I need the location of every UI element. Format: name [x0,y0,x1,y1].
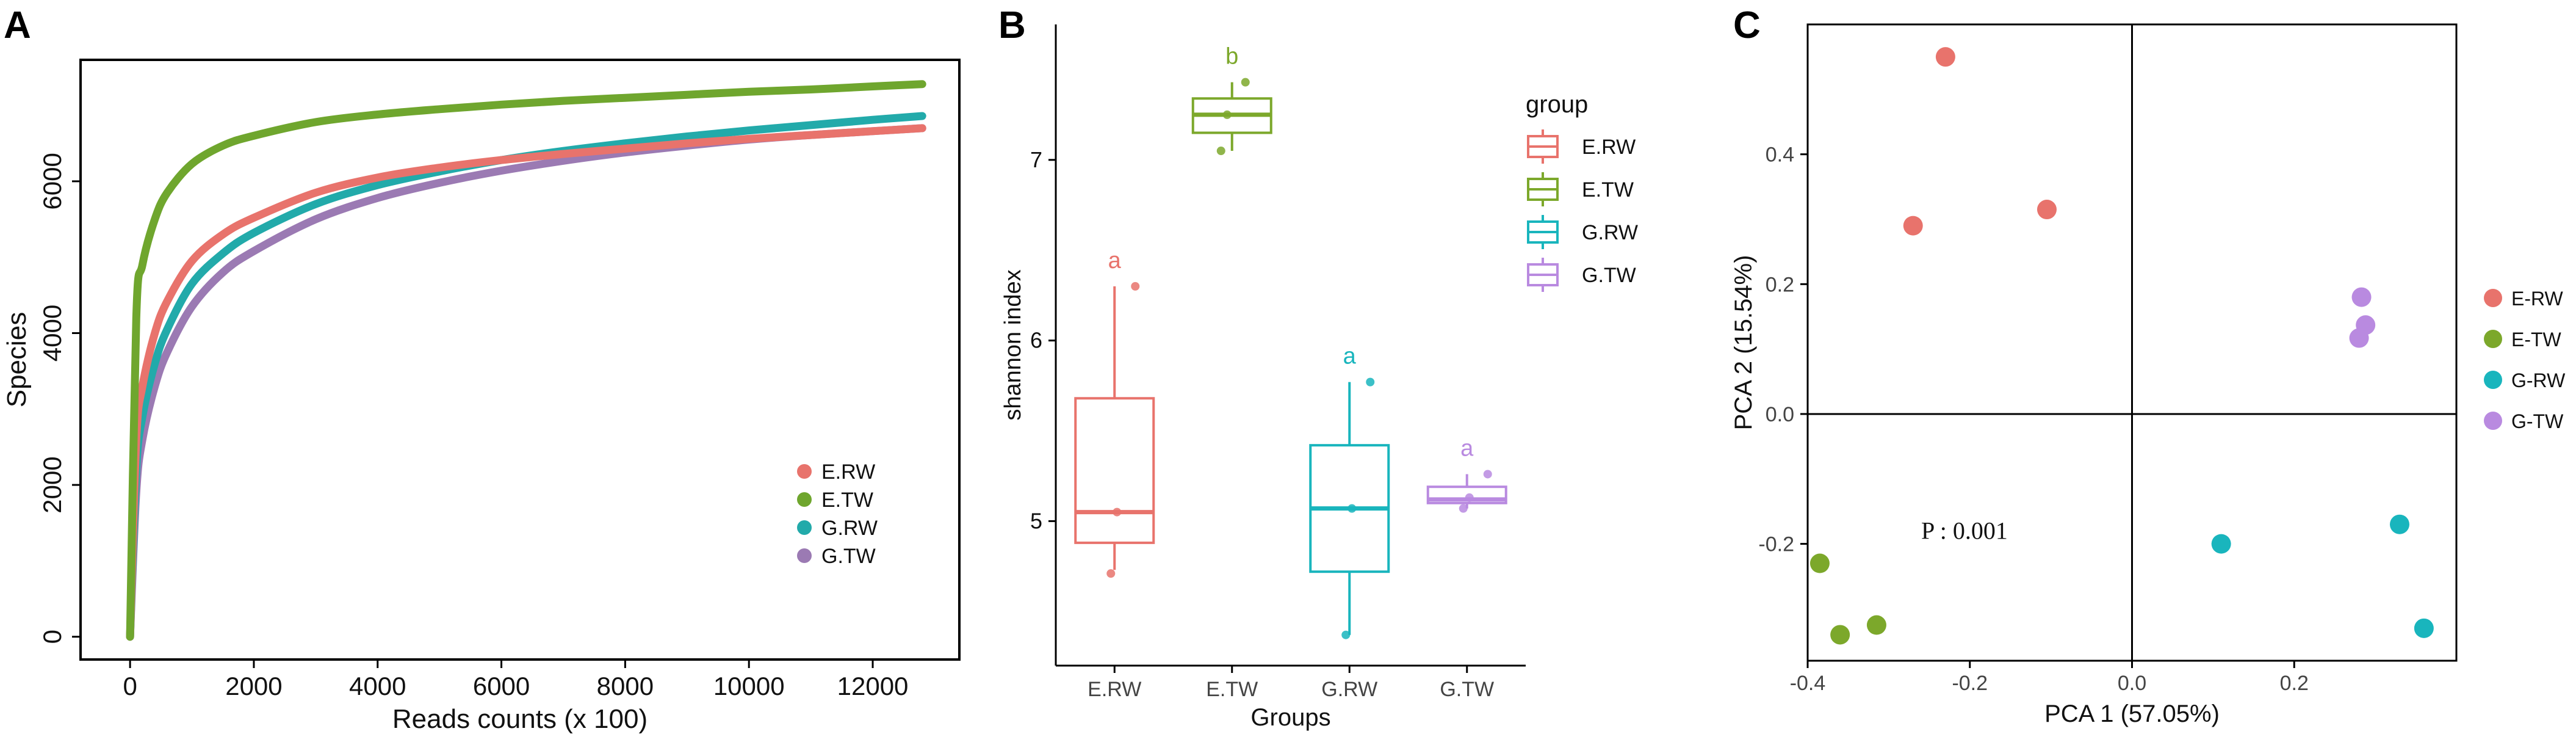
legend-key-e-rw [2484,289,2502,307]
scatter-point-g-rw [2414,618,2434,638]
scatter-point-e-tw [1830,625,1850,645]
x-tick-label: 2000 [225,672,282,700]
series-line-e-rw [126,124,926,641]
legend-label: E.TW [821,489,873,512]
y-tick-label: 5 [1030,508,1042,533]
legend-key-g-rw [797,520,812,535]
y-tick-label: 6000 [38,153,67,209]
x-tick-label: E.TW [1206,678,1258,701]
x-tick-label: 0.2 [2280,672,2309,695]
significance-letter: a [1343,344,1357,369]
legend-label: E.RW [1582,136,1636,159]
box-iqr [1074,397,1155,544]
scatter-point-g-rw [2389,514,2409,534]
x-tick-label: G.RW [1321,678,1377,701]
significance-letter: b [1225,44,1238,70]
x-tick-label: G.TW [1440,678,1494,701]
legend-label: G.TW [821,545,876,568]
x-axis-title: Reads counts (x 100) [392,704,648,734]
legend-key-e-rw [797,464,812,479]
x-tick-label: -0.2 [1952,672,1988,695]
scatter-point-e-rw [2037,200,2057,220]
y-axis-title: PCA 2 (15.54%) [1730,255,1757,431]
box-point [1483,470,1492,479]
legend-key-g-tw [797,548,812,563]
panel-c-pca-scatter-chart: -0.4 -0.2 0.0 0.2 -0.2 0.0 0.2 0.4 PCA 1 (57.05%… [1730,23,2566,727]
box-point [1216,147,1225,156]
x-axis-title: Groups [1250,704,1330,731]
x-tick-label: 0.0 [2118,672,2146,695]
legend-label: G-RW [2511,369,2566,391]
legend-label: E-RW [2511,288,2564,310]
legend-key-g-rw [2484,371,2502,389]
y-tick-label: 0.2 [1766,273,1794,296]
x-tick-label: 12000 [837,672,909,700]
box-g-rw: a [1309,344,1390,639]
legend-label: G-TW [2511,410,2564,432]
legend-key-e-tw [797,492,812,507]
scatter-point-g-tw [2349,328,2369,348]
x-tick-label: E.RW [1088,678,1141,701]
box-e-tw: b [1191,44,1272,156]
y-tick-label: 2000 [38,456,67,513]
x-tick-label: 10000 [713,672,785,700]
scatter-point-e-rw [1935,47,1955,67]
panel-a-rarefaction-chart: 0 2000 4000 6000 8000 10000 12000 0 2000 4000 6000… [2,59,961,734]
series-line-e-tw [126,80,926,641]
p-value-annotation: P : 0.001 [1921,517,2008,545]
significance-letter: a [1460,435,1474,461]
panel-letter-b: B [998,4,1026,46]
box-point [1241,78,1250,87]
y-axis-title: shannon index [1000,269,1026,420]
legend-label: E.RW [821,460,875,484]
y-tick-label: 4000 [38,305,67,362]
x-tick-label: 6000 [473,672,530,700]
y-tick-label: 6 [1030,328,1042,353]
box-g-tw: a [1426,435,1507,513]
scatter-point-e-rw [1903,216,1923,236]
box-point [1106,569,1116,578]
legend-key-e-tw [2484,330,2502,348]
panel-letter-a: A [4,4,31,46]
box-point [1113,507,1122,517]
box-point [1459,504,1468,513]
series-line-g-rw [126,112,926,641]
box-point [1465,493,1474,502]
scatter-point-e-tw [1866,615,1886,635]
y-tick-label: 0 [38,630,67,644]
box-point [1341,630,1351,639]
scatter-point-e-tw [1809,553,1830,573]
x-tick-label: 8000 [597,672,654,700]
y-tick-label: -0.2 [1758,533,1794,556]
legend-title: group [1526,91,1588,118]
y-tick-label: 0.0 [1766,403,1794,426]
box-point [1366,377,1375,387]
plot-frame [79,59,961,661]
box-point [1131,282,1140,291]
legend-label: E.TW [1582,178,1634,202]
x-tick-label: 4000 [349,672,406,700]
x-axis-title: PCA 1 (57.05%) [2044,700,2220,727]
box-e-rw: a [1074,248,1155,578]
y-tick-label: 0.4 [1766,144,1794,167]
scatter-point-g-rw [2211,534,2231,554]
x-tick-label: -0.4 [1790,672,1826,695]
y-tick-label: 7 [1030,147,1042,172]
legend-label: G.RW [1582,221,1638,244]
legend-label: E-TW [2511,329,2562,351]
legend-key-g-tw [2484,412,2502,430]
x-tick-label: 0 [123,672,137,700]
significance-letter: a [1108,248,1122,274]
panel-b-boxplot-chart: 5 6 7 E.RW E.TW G.RW G.TW Groups shannon index a b… [1000,24,1638,731]
box-point [1348,504,1357,513]
scatter-point-g-tw [2351,287,2372,307]
y-axis-title: Species [2,312,32,408]
legend-label: G.TW [1582,264,1636,287]
box-point [1222,110,1232,119]
panel-letter-c: C [1733,4,1761,46]
legend-label: G.RW [821,517,878,540]
